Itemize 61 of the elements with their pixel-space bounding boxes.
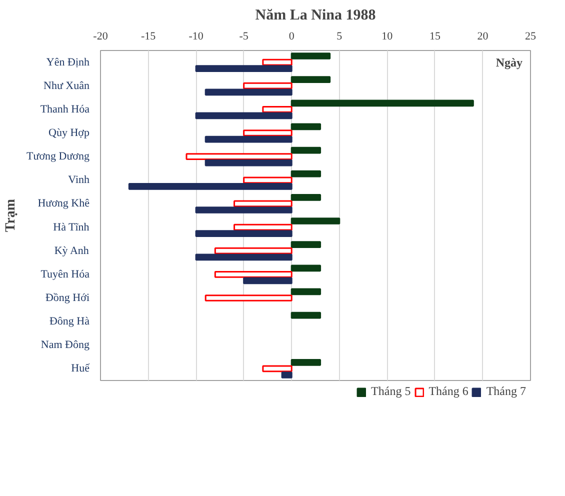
x-tick-label: 5	[336, 30, 343, 42]
bar	[204, 159, 292, 166]
y-axis-title: Trạm	[4, 198, 19, 232]
y-tick-label: Đồng Hới	[45, 292, 90, 304]
bar	[290, 146, 322, 154]
y-tick-label: Hương Khê	[38, 198, 90, 210]
bar	[290, 194, 322, 201]
bar	[290, 170, 322, 178]
bar	[290, 100, 474, 107]
bar	[243, 176, 292, 184]
legend-label: Tháng 6	[428, 384, 468, 399]
bar	[195, 206, 292, 214]
y-tick-label: Như Xuân	[44, 80, 90, 92]
bar	[243, 130, 292, 136]
bar	[204, 294, 292, 302]
bar	[290, 312, 322, 319]
bar	[214, 271, 292, 278]
x-tick-label: 0	[288, 30, 295, 42]
bar	[243, 277, 292, 284]
bar	[290, 76, 331, 83]
bar	[195, 254, 292, 261]
legend-label: Tháng 5	[371, 384, 411, 399]
y-tick-label: Hà Tĩnh	[53, 221, 90, 234]
bar	[290, 288, 322, 296]
bar	[290, 218, 340, 224]
bar	[262, 365, 292, 372]
y-tick-label: Huế	[71, 362, 91, 375]
bar	[204, 136, 292, 143]
bar	[290, 241, 322, 248]
y-tick-label: Đông Hà	[49, 316, 90, 328]
x-tick-label: -15	[140, 30, 156, 42]
y-tick-label: Tuyên Hóa	[40, 268, 90, 280]
bar	[290, 359, 322, 366]
x-tick-label: -10	[188, 30, 204, 42]
bar	[186, 153, 292, 160]
x-tick-label: 10	[382, 30, 394, 42]
y-tick-label: Qùy Hợp	[48, 127, 90, 139]
x-tick-label: 25	[525, 30, 536, 42]
y-tick-label: Yên Định	[46, 56, 90, 68]
chart-title: Năm La Nina 1988	[255, 8, 376, 24]
annotation: Ngày	[496, 55, 523, 70]
x-tick-label: 15	[429, 30, 441, 42]
bar	[195, 65, 292, 72]
bar	[290, 123, 322, 130]
legend-label: Tháng 7	[486, 384, 526, 399]
bar	[204, 88, 292, 96]
bar	[262, 106, 292, 113]
bar	[281, 372, 292, 378]
bar	[128, 183, 292, 190]
bar	[290, 52, 331, 60]
y-tick-label: Nam Đông	[40, 339, 90, 352]
bar	[290, 264, 322, 272]
y-tick-label: Kỳ Anh	[54, 244, 90, 257]
y-tick-label: Tương Dương	[26, 150, 90, 163]
bar	[195, 112, 292, 120]
y-tick-label: Vinh	[68, 174, 90, 186]
x-tick-label: -20	[93, 30, 108, 42]
y-tick-label: Thanh Hóa	[40, 103, 90, 116]
bar	[195, 230, 292, 237]
x-tick-label: 20	[477, 30, 489, 42]
x-tick-label: -5	[239, 30, 249, 42]
